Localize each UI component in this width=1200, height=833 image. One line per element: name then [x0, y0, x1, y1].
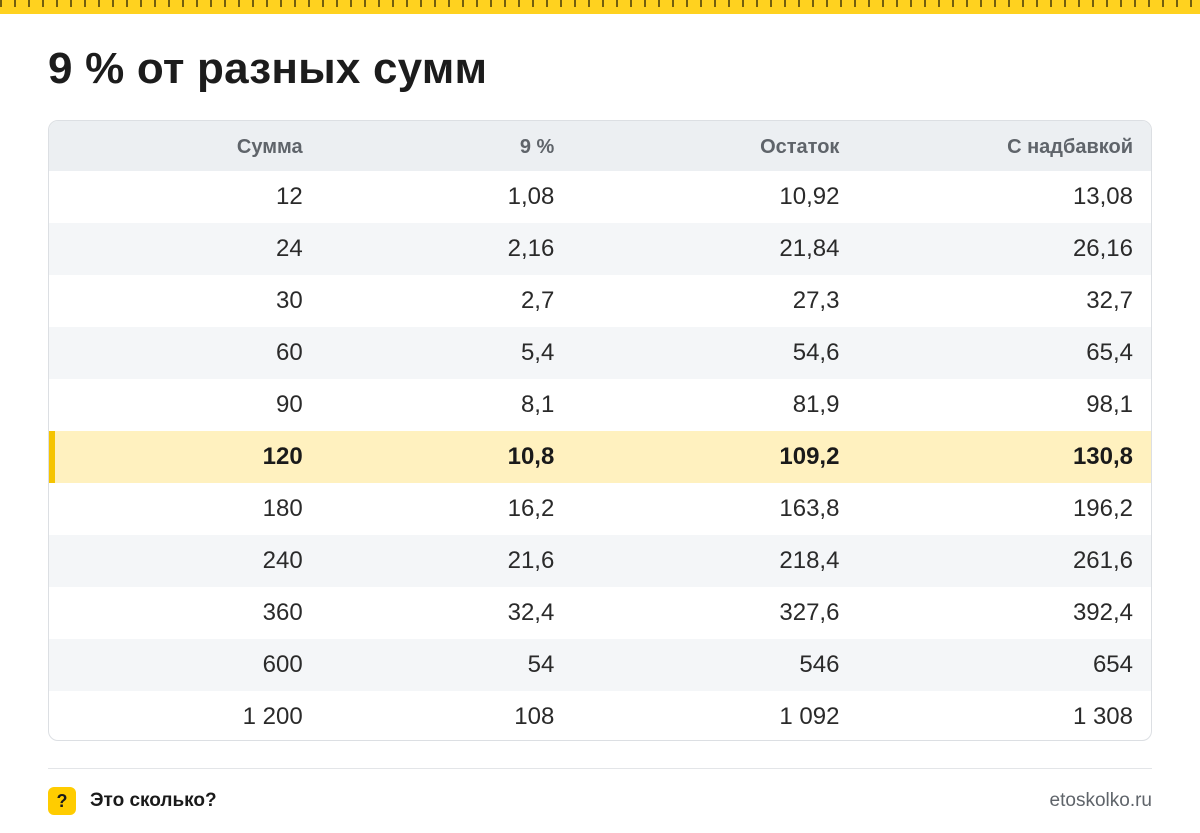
- cell-with-markup: 392,4: [1072, 599, 1133, 626]
- cell-percent: 108: [514, 703, 555, 730]
- cell-sum: 90: [275, 391, 303, 418]
- column-header-with-markup: С надбавкой: [1007, 135, 1133, 158]
- table-body: 12 1,08 10,92 13,08 24 2,16 21,84 26,16 30 2,7 27,…: [49, 171, 1151, 740]
- cell-percent: 21,6: [507, 547, 555, 574]
- footer-divider: [48, 768, 1152, 769]
- cell-percent: 16,2: [507, 495, 555, 522]
- cell-percent: 5,4: [520, 339, 555, 366]
- cell-with-markup: 98,1: [1086, 391, 1133, 418]
- cell-with-markup: 13,08: [1072, 183, 1133, 210]
- cell-sum: 30: [275, 287, 303, 314]
- cell-percent: 2,7: [520, 287, 555, 314]
- cell-percent: 10,8: [507, 443, 555, 470]
- table-header-row: Сумма 9 % Остаток С надбавкой: [49, 121, 1151, 171]
- cell-sum: 120: [49, 431, 303, 483]
- cell-sum: 12: [275, 183, 303, 210]
- table-row: 30 2,7 27,3 32,7: [49, 275, 1151, 327]
- brand-name: Это сколько?: [90, 790, 217, 811]
- cell-sum: 600: [262, 651, 303, 678]
- table-row: 240 21,6 218,4 261,6: [49, 535, 1151, 587]
- cell-percent: 1,08: [507, 183, 555, 210]
- cell-remainder: 54,6: [792, 339, 840, 366]
- footer-brand: ? Это сколько?: [48, 787, 217, 815]
- cell-sum: 60: [275, 339, 303, 366]
- site-url: etoskolko.ru: [1049, 790, 1152, 811]
- cell-remainder: 27,3: [792, 287, 840, 314]
- cell-sum: 360: [262, 599, 303, 626]
- cell-with-markup: 130,8: [1072, 443, 1133, 470]
- column-header-percent: 9 %: [519, 135, 555, 158]
- table-row: 90 8,1 81,9 98,1: [49, 379, 1151, 431]
- cell-sum: 240: [262, 547, 303, 574]
- cell-sum: 180: [262, 495, 303, 522]
- cell-with-markup: 654: [1092, 651, 1133, 678]
- table-row: 24 2,16 21,84 26,16: [49, 223, 1151, 275]
- ruler-stripe-icon: [0, 0, 1200, 14]
- table-row: 60 5,4 54,6 65,4: [49, 327, 1151, 379]
- column-header-sum: Сумма: [236, 135, 303, 158]
- table-row: 600 54 546 654: [49, 639, 1151, 691]
- cell-sum: 24: [275, 235, 303, 262]
- table-row: 180 16,2 163,8 196,2: [49, 483, 1151, 535]
- column-header-remainder: Остаток: [760, 135, 840, 158]
- cell-with-markup: 32,7: [1086, 287, 1133, 314]
- cell-percent: 2,16: [507, 235, 555, 262]
- page-title: 9 % от разных сумм: [48, 44, 488, 93]
- cell-remainder: 1 092: [779, 703, 840, 730]
- cell-with-markup: 1 308: [1072, 703, 1133, 730]
- cell-with-markup: 65,4: [1086, 339, 1133, 366]
- percent-table: Сумма 9 % Остаток С надбавкой 12 1,08 10,9…: [49, 121, 1151, 740]
- cell-percent: 8,1: [520, 391, 555, 418]
- table-row: 360 32,4 327,6 392,4: [49, 587, 1151, 639]
- cell-with-markup: 26,16: [1072, 235, 1133, 262]
- cell-sum: 1 200: [242, 703, 303, 730]
- cell-remainder: 109,2: [779, 443, 840, 470]
- cell-remainder: 10,92: [779, 183, 840, 210]
- table-row: 12 1,08 10,92 13,08: [49, 171, 1151, 223]
- question-badge-icon: ?: [48, 787, 76, 815]
- table-row: 1 200 108 1 092 1 308: [49, 691, 1151, 740]
- cell-remainder: 218,4: [779, 547, 840, 574]
- cell-remainder: 327,6: [779, 599, 840, 626]
- percent-table-card: Сумма 9 % Остаток С надбавкой 12 1,08 10,9…: [48, 120, 1152, 741]
- cell-remainder: 546: [799, 651, 840, 678]
- table-row-highlighted: 120 10,8 109,2 130,8: [49, 431, 1151, 483]
- cell-percent: 32,4: [507, 599, 555, 626]
- cell-remainder: 21,84: [779, 235, 840, 262]
- cell-remainder: 163,8: [779, 495, 840, 522]
- cell-percent: 54: [527, 651, 555, 678]
- cell-remainder: 81,9: [792, 391, 840, 418]
- cell-with-markup: 261,6: [1072, 547, 1133, 574]
- cell-with-markup: 196,2: [1072, 495, 1133, 522]
